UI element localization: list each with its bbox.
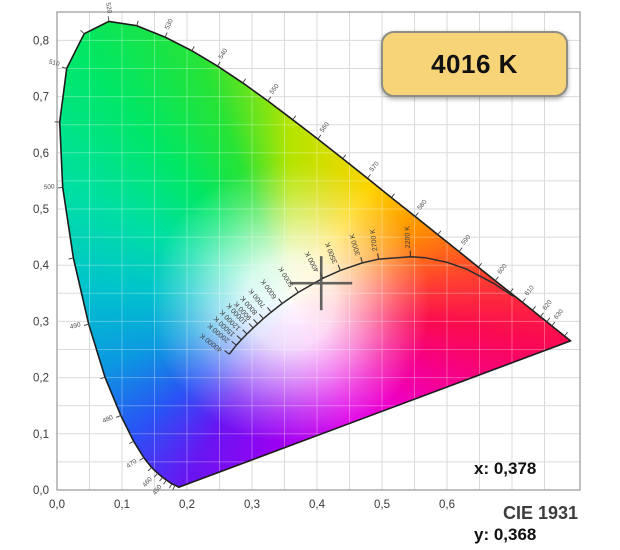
x-axis-tick-label: 0,2 [179,499,195,511]
wavelength-label: 500 [43,183,55,191]
wavelength-label: 450 [151,483,163,496]
wavelength-label: 590 [460,234,472,247]
wavelength-label: 610 [524,284,536,297]
y-axis-tick-label: 0,0 [33,485,49,497]
crosshair-marker[interactable] [290,256,353,311]
x-axis-tick-label: 0,0 [49,499,65,511]
wavelength-label: 480 [102,414,115,425]
wavelength-label: 550 [269,83,281,96]
y-value: y: 0,368 [474,525,537,544]
plot-border [56,11,581,491]
wavelength-label: 630 [553,308,565,321]
y-axis-tick-label: 0,5 [33,204,49,216]
wavelength-label: 510 [48,59,61,69]
x-axis-tick-label: 0,1 [114,499,130,511]
planckian-locus-curve [228,255,514,355]
cct-label: 3000 K [349,233,362,257]
xy-readout: x: 0,378 y: 0,368 [474,414,536,550]
wavelength-label: 560 [319,121,331,134]
y-axis-tick-label: 0,2 [33,373,49,385]
diagram-title: CIE 1931 [503,503,579,523]
wavelength-label: 570 [369,160,381,173]
x-axis-tick-label: 0,5 [374,499,390,511]
wavelength-label: 530 [164,18,175,31]
wavelength-label: 490 [69,321,82,331]
wavelength-label: 600 [496,263,508,276]
x-axis-tick-label: 0,3 [244,499,260,511]
cct-label: 6000 K [260,277,279,299]
cct-label: 2700 K [370,228,380,251]
wavelength-label: 470 [125,458,138,470]
cct-badge-label: 4016 K [431,48,518,79]
cct-label: 4000 K [304,250,321,273]
wavelength-label: 620 [541,299,553,312]
x-value: x: 0,378 [474,459,537,478]
x-axis-tick-label: 0,4 [309,499,326,511]
y-axis-tick-label: 0,4 [33,260,50,272]
y-axis-tick-label: 0,3 [33,316,49,328]
wavelength-label: 540 [218,47,230,60]
y-axis-tick-label: 0,8 [33,35,49,47]
cct-badge: 4016 K [381,31,568,97]
x-axis-tick-label: 0,6 [439,499,455,511]
wavelength-label: 580 [416,198,428,211]
y-axis-tick-label: 0,7 [33,92,49,104]
cct-label: 2200 K [404,226,412,249]
y-axis-tick-label: 0,6 [33,148,49,160]
wavelength-label: 460 [141,476,154,489]
cct-label: 3500 K [324,241,339,265]
y-axis-tick-label: 0,1 [33,429,49,441]
wavelength-label: 520 [104,2,113,14]
